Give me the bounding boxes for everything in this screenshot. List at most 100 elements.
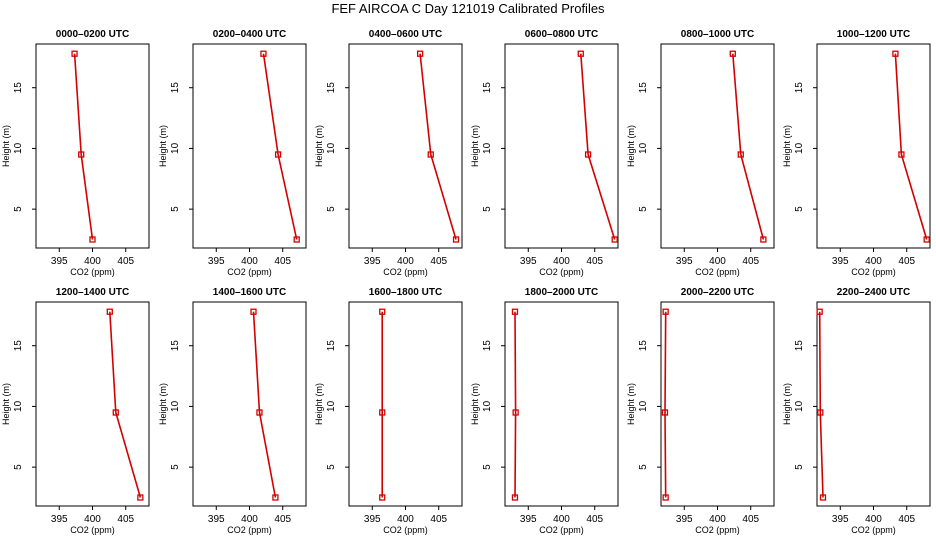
y-tick-label: 5 <box>13 464 24 470</box>
co2-profile-line <box>732 53 765 240</box>
co2-data-point <box>89 236 96 243</box>
y-tick-label: 15 <box>170 340 181 352</box>
co2-data-point <box>106 308 113 315</box>
co2-profile-line <box>580 53 616 240</box>
co2-data-point <box>416 50 424 57</box>
x-axis-label: CO2 (ppm) <box>851 267 896 277</box>
x-tick-label: 400 <box>709 256 726 267</box>
y-tick-label: 5 <box>170 206 181 212</box>
y-tick-label: 15 <box>794 82 805 94</box>
x-tick-label: 395 <box>208 256 225 267</box>
y-tick-label: 10 <box>326 400 337 412</box>
co2-data-point <box>817 409 824 416</box>
x-tick-label: 405 <box>898 514 915 525</box>
x-tick-label: 395 <box>832 256 849 267</box>
co2-data-point <box>923 236 930 243</box>
x-tick-label: 395 <box>832 514 849 525</box>
co2-data-point <box>737 151 744 158</box>
panel-title: 1800–2000 UTC <box>525 287 598 298</box>
y-tick-label: 10 <box>794 142 805 154</box>
x-axis-label: CO2 (ppm) <box>383 525 428 535</box>
figure-title: FEF AIRCOA C Day 121019 Calibrated Profi… <box>331 1 605 16</box>
x-axis-label: CO2 (ppm) <box>227 525 272 535</box>
co2-data-point <box>427 151 434 158</box>
plot-frame <box>192 43 307 249</box>
panel-title: 0000–0200 UTC <box>56 29 129 40</box>
co2-data-point <box>892 50 899 57</box>
panel-title: 1200–1400 UTC <box>56 287 129 298</box>
x-axis-label: CO2 (ppm) <box>695 525 740 535</box>
x-tick-label: 400 <box>553 256 570 267</box>
y-tick-label: 5 <box>638 464 649 470</box>
co2-data-point <box>662 494 669 501</box>
co2-data-point <box>511 494 519 501</box>
co2-profile-line <box>109 311 142 498</box>
y-tick-label: 15 <box>638 82 649 94</box>
panel-title: 0400–0600 UTC <box>369 29 442 40</box>
y-axis-label: Height (m) <box>470 125 480 167</box>
x-tick-label: 405 <box>898 256 915 267</box>
x-axis-label: CO2 (ppm) <box>695 267 740 277</box>
y-tick-label: 15 <box>482 82 493 94</box>
y-tick-label: 15 <box>794 340 805 352</box>
panel-title: 1000–1200 UTC <box>837 29 910 40</box>
x-tick-label: 400 <box>241 514 258 525</box>
y-tick-label: 5 <box>326 206 337 212</box>
x-tick-label: 405 <box>117 256 134 267</box>
y-axis-label: Height (m) <box>470 383 480 425</box>
co2-profile-line <box>514 311 517 498</box>
y-axis-label: Height (m) <box>1 383 11 425</box>
y-tick-label: 5 <box>326 464 337 470</box>
co2-data-point <box>250 308 257 315</box>
co2-data-point <box>293 236 300 243</box>
co2-data-point <box>729 50 736 57</box>
x-tick-label: 395 <box>208 514 225 525</box>
x-tick-label: 405 <box>742 256 759 267</box>
y-axis-label: Height (m) <box>314 383 324 425</box>
x-tick-label: 400 <box>84 256 101 267</box>
y-axis-label: Height (m) <box>1 125 11 167</box>
y-tick-label: 15 <box>13 82 24 94</box>
x-tick-label: 400 <box>241 256 258 267</box>
x-tick-label: 405 <box>586 514 603 525</box>
co2-data-point <box>452 236 460 243</box>
x-axis-label: CO2 (ppm) <box>70 267 115 277</box>
x-tick-label: 405 <box>742 514 759 525</box>
co2-data-point <box>511 308 519 315</box>
panel-title: 2200–2400 UTC <box>837 287 910 298</box>
x-tick-label: 405 <box>430 256 447 267</box>
panel-title: 1400–1600 UTC <box>213 287 286 298</box>
y-tick-label: 10 <box>794 400 805 412</box>
plot-frame <box>35 301 150 507</box>
x-tick-label: 395 <box>676 514 693 525</box>
plot-frame <box>348 301 463 507</box>
y-tick-label: 5 <box>638 206 649 212</box>
x-tick-label: 405 <box>430 514 447 525</box>
co2-data-point <box>584 151 592 158</box>
y-tick-label: 15 <box>482 340 493 352</box>
co2-data-point <box>137 494 144 501</box>
y-tick-label: 10 <box>482 400 493 412</box>
x-tick-label: 405 <box>274 256 291 267</box>
co2-data-point <box>662 308 669 315</box>
y-tick-label: 5 <box>794 464 805 470</box>
plot-frame <box>816 301 931 507</box>
y-axis-label: Height (m) <box>782 383 792 425</box>
plot-frame <box>348 43 463 249</box>
y-axis-label: Height (m) <box>782 125 792 167</box>
x-tick-label: 400 <box>709 514 726 525</box>
y-tick-label: 5 <box>482 464 493 470</box>
panel-title: 1600–1800 UTC <box>369 287 442 298</box>
co2-profile-line <box>894 53 928 240</box>
x-axis-label: CO2 (ppm) <box>383 267 428 277</box>
x-tick-label: 395 <box>676 256 693 267</box>
x-axis-label: CO2 (ppm) <box>539 267 584 277</box>
plot-frame <box>504 301 619 507</box>
y-tick-label: 5 <box>13 206 24 212</box>
panel-title: 0600–0800 UTC <box>525 29 598 40</box>
co2-data-point <box>577 50 584 57</box>
x-tick-label: 400 <box>397 514 414 525</box>
y-tick-label: 15 <box>638 340 649 352</box>
y-tick-label: 15 <box>170 82 181 94</box>
